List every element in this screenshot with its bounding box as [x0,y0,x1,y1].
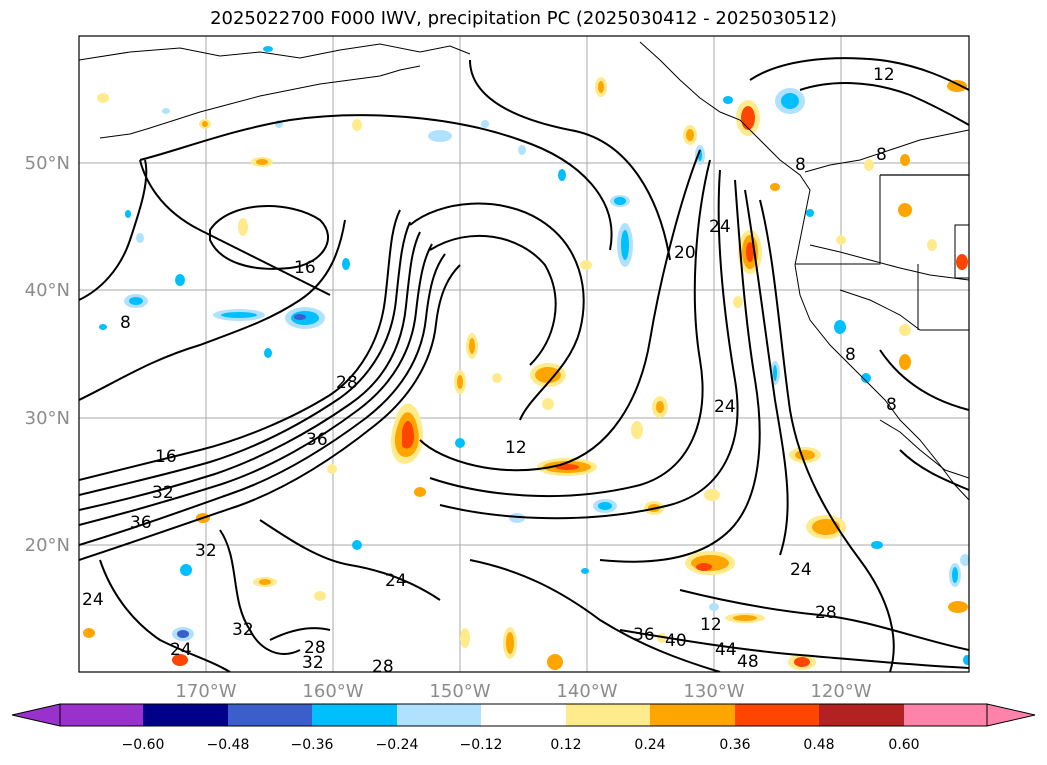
colorbar-segment [904,704,987,726]
contour-label: 32 [232,620,254,640]
contour-label: 32 [302,653,324,673]
colorbar-tick: −0.60 [122,737,165,753]
lat-label-50n: 50°N [25,153,70,174]
lon-label-120w: 120°W [810,681,871,702]
contour-label: 36 [130,513,152,533]
contour-label: 16 [155,447,177,467]
colorbar-segment [819,704,904,726]
lon-label-160w: 160°W [302,681,363,702]
colorbar-tick: −0.12 [460,737,503,753]
contour-label: 8 [795,155,806,175]
colorbar-segment [481,704,566,726]
contour-label: 36 [633,625,655,645]
contour-labels: 12 8 16 12 8 28 36 16 32 36 24 32 24 32 … [82,65,897,677]
lon-label-170w: 170°W [175,681,236,702]
lon-label-140w: 140°W [556,681,617,702]
longitude-labels: 170°W 160°W 150°W 140°W 130°W 120°W [175,681,871,702]
colorbar: −0.60 −0.48 −0.36 −0.24 −0.12 0.12 0.24 … [11,703,1036,753]
colorbar-tick: 0.60 [888,737,919,753]
colorbar-extend-low [11,703,61,727]
colorbar-tick-labels: −0.60 −0.48 −0.36 −0.24 −0.12 0.12 0.24 … [122,737,920,753]
contour-label: 44 [715,640,737,660]
precip-negative-patches [99,46,969,665]
contour-label: 8 [876,145,887,165]
contour-label: 8 [120,313,131,333]
latitude-labels: 50°N 40°N 30°N 20°N [25,153,70,556]
lon-label-130w: 130°W [683,681,744,702]
contour-label: 24 [170,640,192,660]
contour-label: 36 [306,430,328,450]
colorbar-segments [59,703,988,727]
colorbar-tick: 0.24 [634,737,665,753]
colorbar-segment [735,704,819,726]
colorbar-segment [312,704,397,726]
contour-label: 24 [385,571,407,591]
map-border [78,35,970,673]
contour-label: 48 [737,652,759,672]
contour-label: 32 [195,541,217,561]
colorbar-segment [566,704,650,726]
contour-label: 20 [674,243,696,263]
colorbar-tick: 0.48 [803,737,834,753]
colorbar-tick: −0.36 [291,737,334,753]
contour-label: 12 [873,65,895,85]
contour-label: 28 [815,603,837,623]
colorbar-tick: 0.12 [550,737,581,753]
contour-label: 24 [790,560,812,580]
colorbar-tick: −0.48 [207,737,250,753]
precip-positive-patches [83,77,968,670]
colorbar-segment [650,704,735,726]
contour-label: 28 [372,657,394,677]
lat-label-40n: 40°N [25,280,70,301]
lat-label-20n: 20°N [25,535,70,556]
contour-label: 32 [152,483,174,503]
contour-label: 24 [82,590,104,610]
contour-label: 24 [714,397,736,417]
colorbar-segment [60,704,143,726]
contour-label: 24 [709,217,731,237]
coastlines [79,41,969,501]
colorbar-segment [397,704,481,726]
lat-label-30n: 30°N [25,408,70,429]
figure-title: 2025022700 F000 IWV, precipitation PC (2… [210,8,837,29]
lon-label-150w: 150°W [429,681,490,702]
colorbar-tick: 0.36 [719,737,750,753]
contour-label: 12 [505,438,527,458]
contour-label: 28 [304,638,326,658]
colorbar-segment [228,704,312,726]
contour-label: 8 [845,345,856,365]
contour-label: 16 [294,258,316,278]
colorbar-tick: −0.24 [376,737,419,753]
colorbar-segment [143,704,228,726]
colorbar-extend-high [986,703,1036,727]
contour-label: 28 [336,373,358,393]
contour-label: 40 [665,631,687,651]
contour-label: 8 [886,395,897,415]
iwv-contours [79,57,969,672]
contour-label: 12 [700,615,722,635]
